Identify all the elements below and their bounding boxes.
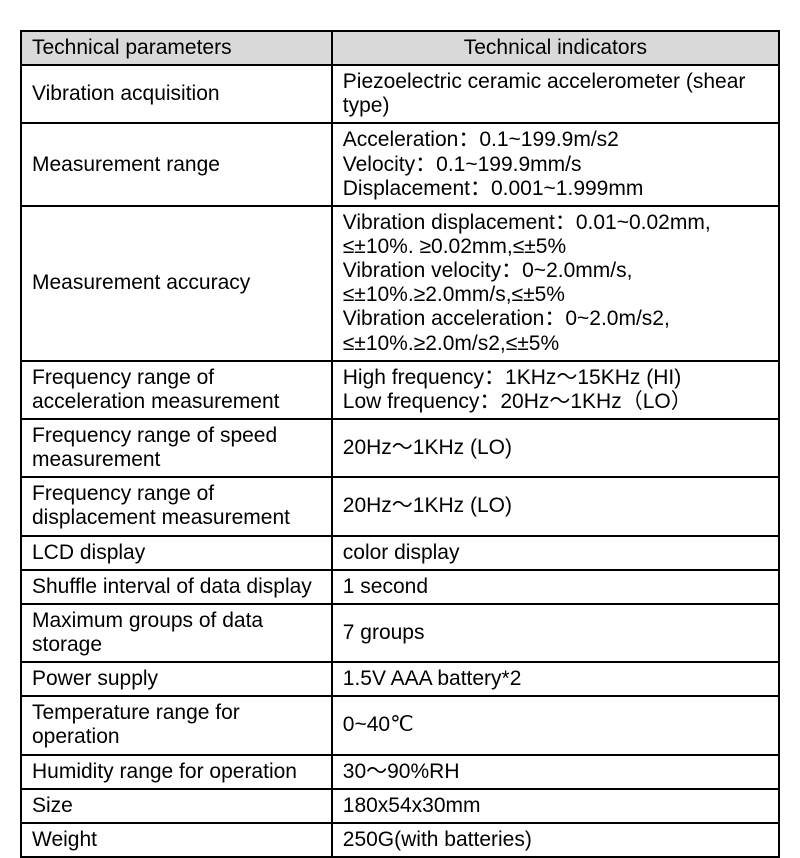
- param-cell: Size: [21, 789, 332, 823]
- param-cell: Frequency range of displacement measurem…: [21, 477, 332, 535]
- param-cell: Vibration acquisition: [21, 65, 332, 123]
- value-cell: Vibration displacement：0.01~0.02mm,≤±10%…: [332, 206, 779, 361]
- value-cell: color display: [332, 536, 779, 570]
- table-row: Frequency range of acceleration measurem…: [21, 361, 779, 419]
- table-row: Frequency range of speed measurement20Hz…: [21, 419, 779, 477]
- value-cell: 1 second: [332, 570, 779, 604]
- table-header-row: Technical parameters Technical indicator…: [21, 31, 779, 65]
- param-cell: Weight: [21, 823, 332, 857]
- spec-table: Technical parameters Technical indicator…: [20, 30, 780, 858]
- table-row: Measurement accuracyVibration displaceme…: [21, 206, 779, 361]
- table-row: Measurement rangeAcceleration：0.1~199.9m…: [21, 123, 779, 205]
- param-cell: LCD display: [21, 536, 332, 570]
- value-cell: 180x54x30mm: [332, 789, 779, 823]
- value-cell: Acceleration：0.1~199.9m/s2Velocity：0.1~1…: [332, 123, 779, 205]
- param-cell: Power supply: [21, 662, 332, 696]
- table-body: Vibration acquisitionPiezoelectric ceram…: [21, 65, 779, 857]
- param-cell: Temperature range for operation: [21, 696, 332, 754]
- value-cell: 7 groups: [332, 604, 779, 662]
- value-cell: High frequency：1KHz～15KHz (HI)Low freque…: [332, 361, 779, 419]
- table-row: LCD displaycolor display: [21, 536, 779, 570]
- value-cell: 250G(with batteries): [332, 823, 779, 857]
- value-cell: 30～90%RH: [332, 755, 779, 789]
- param-cell: Measurement accuracy: [21, 206, 332, 361]
- table-row: Frequency range of displacement measurem…: [21, 477, 779, 535]
- header-parameters: Technical parameters: [21, 31, 332, 65]
- param-cell: Maximum groups of data storage: [21, 604, 332, 662]
- param-cell: Frequency range of speed measurement: [21, 419, 332, 477]
- table-row: Vibration acquisitionPiezoelectric ceram…: [21, 65, 779, 123]
- table-row: Power supply1.5V AAA battery*2: [21, 662, 779, 696]
- table-row: Shuffle interval of data display1 second: [21, 570, 779, 604]
- value-cell: 20Hz～1KHz (LO): [332, 477, 779, 535]
- table-row: Weight250G(with batteries): [21, 823, 779, 857]
- value-cell: 20Hz～1KHz (LO): [332, 419, 779, 477]
- value-cell: Piezoelectric ceramic accelerometer (she…: [332, 65, 779, 123]
- value-cell: 1.5V AAA battery*2: [332, 662, 779, 696]
- param-cell: Humidity range for operation: [21, 755, 332, 789]
- table-row: Temperature range for operation0~40℃: [21, 696, 779, 754]
- param-cell: Shuffle interval of data display: [21, 570, 332, 604]
- header-indicators: Technical indicators: [332, 31, 779, 65]
- table-row: Humidity range for operation30～90%RH: [21, 755, 779, 789]
- table-row: Maximum groups of data storage7 groups: [21, 604, 779, 662]
- param-cell: Measurement range: [21, 123, 332, 205]
- table-row: Size180x54x30mm: [21, 789, 779, 823]
- value-cell: 0~40℃: [332, 696, 779, 754]
- param-cell: Frequency range of acceleration measurem…: [21, 361, 332, 419]
